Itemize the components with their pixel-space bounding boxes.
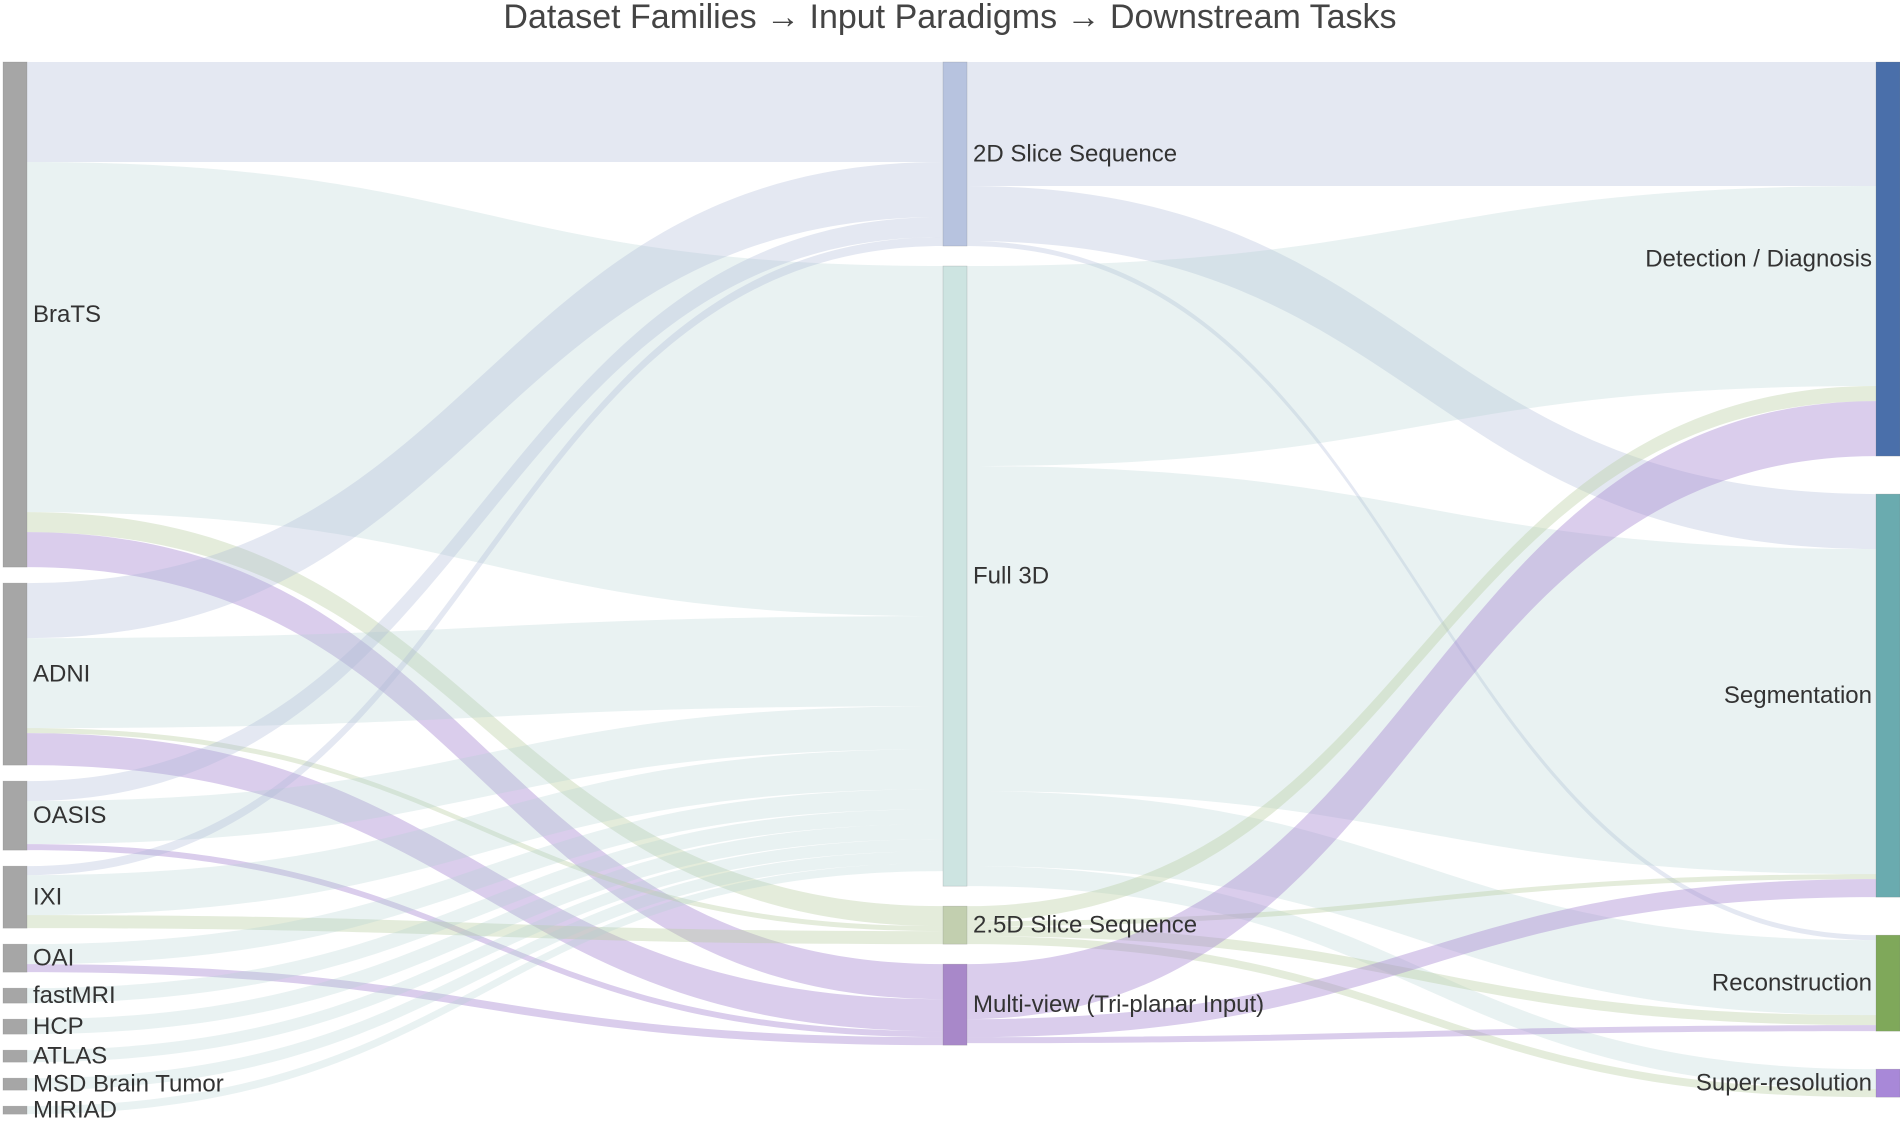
link-brats-to-p3d [27, 162, 943, 617]
node-fastmri [2, 987, 28, 1004]
node-label-brats: BraTS [33, 301, 101, 328]
node-label-p3d: Full 3D [973, 562, 1049, 589]
node-p3d [942, 265, 968, 887]
node-adni [2, 582, 28, 766]
link-oai-to-p3d [27, 789, 943, 965]
node-miriad [2, 1105, 28, 1115]
node-msd [2, 1077, 28, 1091]
link-adni-to-p25d [27, 728, 943, 932]
link-p3d-to-rec [967, 791, 1876, 1016]
sankey-nodes [2, 61, 1900, 1115]
node-label-oai: OAI [33, 944, 74, 971]
node-label-atlas: ATLAS [33, 1043, 107, 1070]
node-label-ixi: IXI [33, 883, 62, 910]
link-ixi-to-p25d [27, 915, 943, 945]
node-hcp [2, 1018, 28, 1035]
link-p3d-to-det [967, 186, 1876, 467]
node-label-msd: MSD Brain Tumor [33, 1071, 224, 1098]
node-label-hcp: HCP [33, 1013, 84, 1040]
link-pmv-to-seg [967, 879, 1876, 1038]
node-oai [2, 943, 28, 973]
node-label-p2d: 2D Slice Sequence [973, 140, 1177, 167]
link-p2d-to-seg [967, 186, 1876, 550]
sankey-links [27, 62, 1876, 1115]
link-pmv-to-rec [967, 1025, 1876, 1044]
node-p25d [942, 905, 968, 945]
node-ixi [2, 865, 28, 929]
link-p2d-to-det [967, 62, 1876, 187]
node-rec [1875, 934, 1900, 1032]
node-label-det: Detection / Diagnosis [1645, 245, 1872, 272]
node-seg [1875, 493, 1900, 898]
link-brats-to-p25d [27, 512, 943, 927]
link-atlas-to-p3d [27, 839, 943, 1063]
link-msd-to-p3d [27, 851, 943, 1091]
node-label-sr: Super-resolution [1696, 1070, 1872, 1097]
link-pmv-to-det [967, 401, 1876, 1020]
node-brats [2, 61, 28, 568]
link-p2d-to-rec [967, 241, 1876, 941]
chart-title: Dataset Families → Input Paradigms → Dow… [503, 0, 1396, 36]
link-hcp-to-p3d [27, 824, 943, 1035]
link-brats-to-p2d [27, 62, 943, 163]
link-oasis-to-pmv [27, 844, 943, 1038]
link-miriad-to-p3d [27, 863, 943, 1115]
link-oasis-to-p3d [27, 706, 943, 845]
node-label-pmv: Multi-view (Tri-planar Input) [973, 991, 1264, 1018]
link-brats-to-pmv [27, 532, 943, 1000]
link-p3d-to-seg [967, 466, 1876, 875]
node-label-fastmri: fastMRI [33, 982, 116, 1009]
node-label-miriad: MIRIAD [33, 1097, 117, 1124]
node-sr [1875, 1068, 1900, 1098]
node-pmv [942, 963, 968, 1046]
link-p25d-to-sr [967, 936, 1876, 1098]
node-det [1875, 61, 1900, 457]
node-label-oasis: OASIS [33, 802, 106, 829]
link-p3d-to-sr [967, 866, 1876, 1090]
link-ixi-to-p2d [27, 237, 943, 876]
link-oasis-to-p2d [27, 217, 943, 802]
node-label-seg: Segmentation [1724, 682, 1872, 709]
node-oasis [2, 780, 28, 851]
link-adni-to-p3d [27, 616, 943, 729]
link-oai-to-pmv [27, 964, 943, 1046]
link-p25d-to-rec [967, 926, 1876, 1026]
link-p25d-to-seg [967, 874, 1876, 927]
node-atlas [2, 1049, 28, 1063]
node-label-p25d: 2.5D Slice Sequence [973, 911, 1197, 938]
node-label-adni: ADNI [33, 660, 90, 687]
node-label-rec: Reconstruction [1712, 970, 1872, 997]
link-ixi-to-p3d [27, 749, 943, 916]
node-p2d [942, 61, 968, 247]
link-fastmri-to-p3d [27, 809, 943, 1004]
link-adni-to-p2d [27, 162, 943, 639]
link-adni-to-pmv [27, 733, 943, 1032]
link-p25d-to-det [967, 386, 1876, 922]
